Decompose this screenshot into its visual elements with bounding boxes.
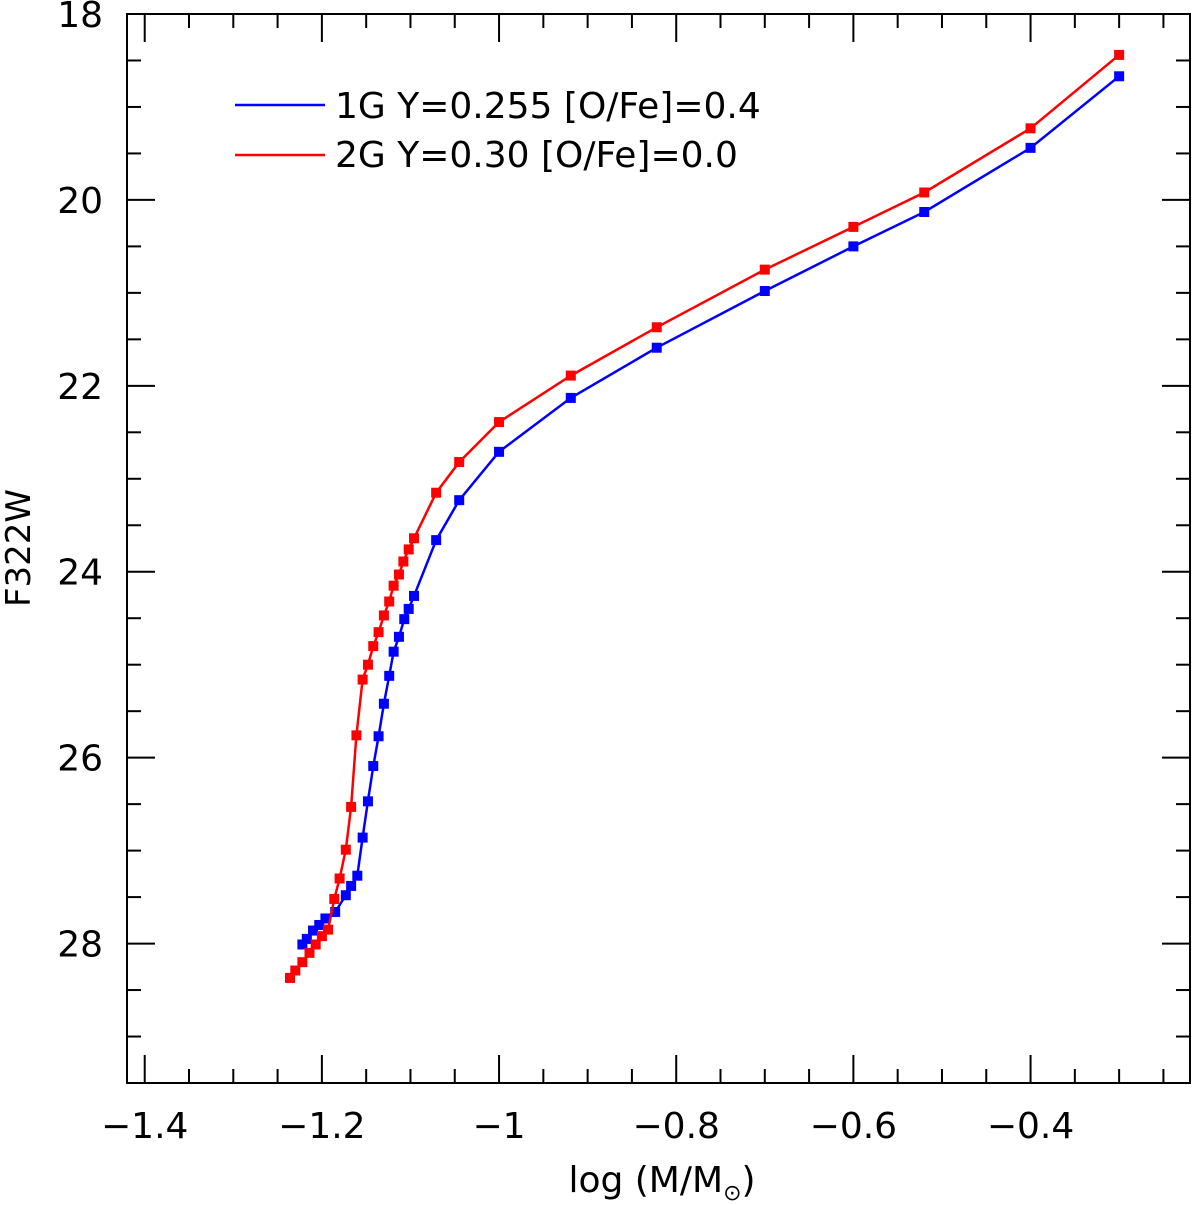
data-point [310,939,321,950]
data-point [362,659,373,670]
data-point [368,761,379,772]
y-tick-label: 20 [57,181,103,222]
data-point [320,913,331,924]
axis-ticks [127,13,1190,1084]
data-point [454,457,465,468]
data-point [373,731,384,742]
data-point [323,924,334,935]
y-tick-label: 28 [57,925,103,966]
data-point [346,801,357,812]
data-point [565,370,576,381]
data-point [409,590,420,601]
data-point [399,614,410,625]
data-point [290,965,301,976]
data-point [357,832,368,843]
series-line-2 [288,53,1120,979]
data-point [1025,123,1036,134]
data-point [384,596,395,607]
data-point [340,844,351,855]
data-point [304,947,315,958]
legend: 1G Y=0.255 [O/Fe]=0.4 2G Y=0.30 [O/Fe]=0… [235,86,761,176]
data-point [388,646,399,657]
x-tick-label: −1 [473,1106,526,1147]
data-point [565,392,576,403]
data-point [297,939,308,950]
x-tick-labels: −1.4 −1.2 −1 −0.8 −0.6 −0.4 [101,1106,1074,1147]
legend-label-1g: 1G Y=0.255 [O/Fe]=0.4 [335,86,761,127]
data-point [403,544,414,555]
data-point [357,674,368,685]
data-point [759,286,770,297]
data-point [329,893,340,904]
y-axis-label: F322W [0,489,39,607]
data-point [1025,142,1036,153]
y-tick-label: 18 [57,0,103,36]
data-point [388,580,399,591]
x-tick-label: −1.4 [101,1106,188,1147]
data-point [308,925,319,936]
data-point [368,641,379,652]
x-tick-label: −0.6 [810,1106,897,1147]
data-point [393,569,404,580]
x-tick-label: −0.8 [633,1106,720,1147]
data-point [919,187,930,198]
data-point [330,906,341,917]
data-point [352,870,363,881]
data-point [378,610,389,621]
data-point [393,631,404,642]
data-point [314,919,325,930]
data-point [651,322,662,333]
data-point [384,670,395,681]
data-point [340,890,351,901]
data-point [351,730,362,741]
data-point [284,972,295,983]
data-point [398,556,409,567]
plot-frame [126,13,1191,1084]
data-point [494,417,505,428]
data-point [919,206,930,217]
data-point [316,931,327,942]
legend-label-2g: 2G Y=0.30 [O/Fe]=0.0 [335,135,738,176]
data-point [651,342,662,353]
y-tick-label: 22 [57,367,103,408]
data-point [362,796,373,807]
data-point [454,495,465,506]
data-point [334,873,345,884]
data-point [431,535,442,546]
data-point [848,221,859,232]
data-point [409,533,420,544]
data-point [431,487,442,498]
y-tick-label: 24 [57,553,103,594]
data-point [759,264,770,275]
data-point [1114,71,1125,82]
data-point [403,603,414,614]
y-tick-labels: 18 20 22 24 26 28 [57,0,103,966]
data-point [373,627,384,638]
data-point [1114,49,1125,60]
x-tick-label: −0.4 [987,1106,1074,1147]
data-point [494,446,505,457]
series-line-1 [301,75,1120,946]
data-point [297,957,308,968]
series-layer [284,49,1125,983]
data-point [346,880,357,891]
x-axis-label: log (M/M⊙) [568,1160,755,1205]
data-point [301,933,312,944]
x-tick-label: −1.2 [278,1106,365,1147]
data-point [848,241,859,252]
y-tick-label: 26 [57,739,103,780]
data-point [378,698,389,709]
